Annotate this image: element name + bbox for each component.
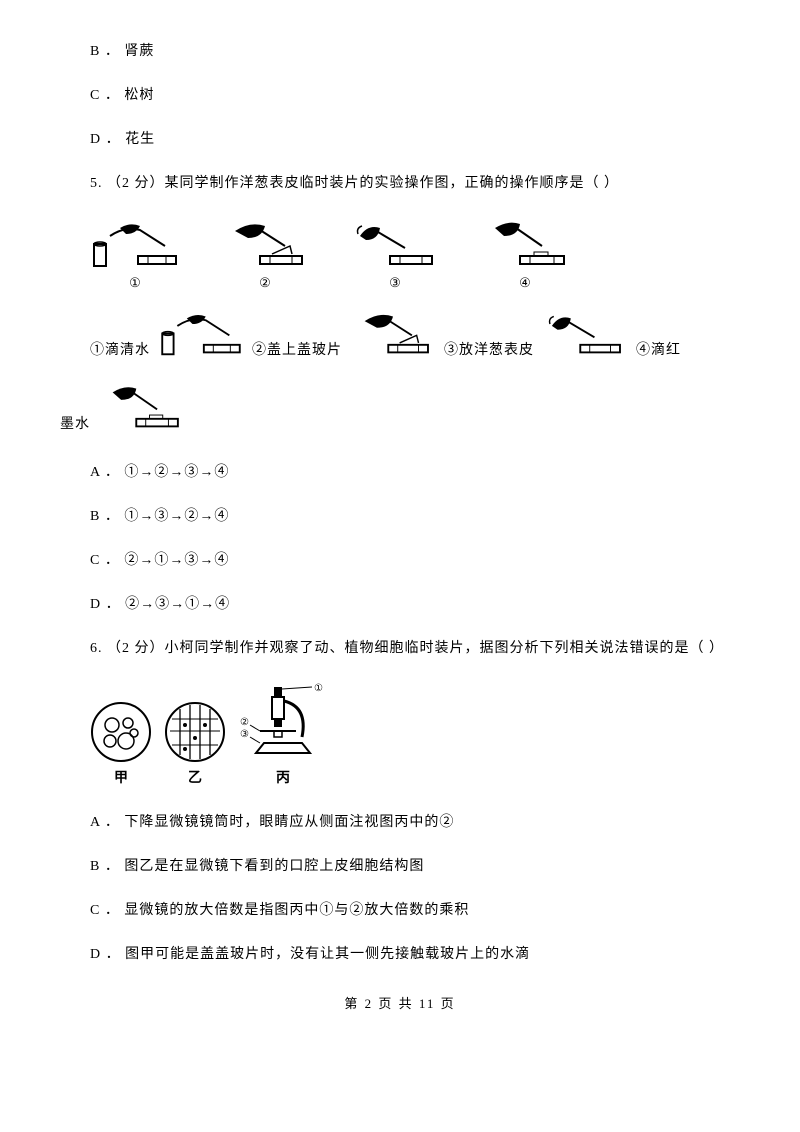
q6-fig-bing-label: 丙 (276, 767, 290, 787)
hand-drop-stain-icon (480, 216, 570, 271)
q5-step-1-label: ① (129, 275, 141, 291)
plant-cells-icon (164, 701, 226, 763)
hand-cover-slip-icon (348, 307, 438, 359)
q5-option-d: D ． ②→③→①→④ (90, 593, 740, 613)
svg-text:③: ③ (240, 729, 249, 740)
q5-step-3-label: ③ (389, 275, 401, 291)
q5-label-1: ①滴清水 (90, 339, 150, 359)
q5-step-4-label: ④ (519, 275, 531, 291)
q5-label-5: 墨水 (60, 413, 90, 433)
q5-option-a: A ． ①→②→③→④ (90, 461, 740, 481)
q4-option-c: C ． 松树 (90, 84, 740, 104)
q5-step-2: ② (220, 216, 310, 291)
q6-figures: 甲 乙 ① ② (90, 681, 740, 787)
q6-fig-jia: 甲 (90, 701, 152, 787)
q5-label-4: ④滴红 (636, 339, 681, 359)
q5-step-3: ③ (350, 216, 440, 291)
q5-step-1: ① (90, 216, 180, 291)
hand-place-onion-icon (540, 307, 630, 359)
q6-option-d: D ． 图甲可能是盖盖玻片时，没有让其一侧先接触载玻片上的水滴 (90, 943, 740, 963)
q5-option-b: B ． ①→③→②→④ (90, 505, 740, 525)
microscope-icon: ① ② ③ (238, 681, 328, 763)
q4-option-b: B ． 肾蕨 (90, 40, 740, 60)
q6-fig-jia-label: 甲 (114, 767, 128, 787)
q5-label-2: ②盖上盖玻片 (252, 339, 342, 359)
q5-figure-row-1: ① ② ③ ④ (90, 216, 740, 291)
q5-stem: 5. （2 分）某同学制作洋葱表皮临时装片的实验操作图，正确的操作顺序是（ ） (90, 172, 740, 192)
q5-step-2-label: ② (259, 275, 271, 291)
hand-place-onion-icon (350, 216, 440, 271)
hand-drop-stain-icon (96, 381, 186, 433)
svg-text:②: ② (240, 717, 249, 728)
q6-fig-bing: ① ② ③ 丙 (238, 681, 328, 787)
q5-figure-row-3: 墨水 (60, 381, 740, 433)
q6-option-c: C ． 显微镜的放大倍数是指图丙中①与②放大倍数的乘积 (90, 899, 740, 919)
q6-stem: 6. （2 分）小柯同学制作并观察了动、植物细胞临时装片，据图分析下列相关说法错… (90, 637, 740, 657)
q5-figure-row-2: ①滴清水 ②盖上盖玻片 ③放洋葱表皮 (60, 307, 740, 359)
hand-cover-slip-icon (220, 216, 310, 271)
hand-drop-water-icon (156, 307, 246, 359)
q5-step-4: ④ (480, 216, 570, 291)
svg-text:①: ① (314, 683, 323, 694)
q6-option-b: B ． 图乙是在显微镜下看到的口腔上皮细胞结构图 (90, 855, 740, 875)
q6-fig-yi: 乙 (164, 701, 226, 787)
hand-drop-water-icon (90, 216, 180, 271)
q5-option-c: C ． ②→①→③→④ (90, 549, 740, 569)
q5-label-3: ③放洋葱表皮 (444, 339, 534, 359)
q6-option-a: A ． 下降显微镜镜筒时，眼睛应从侧面注视图丙中的② (90, 811, 740, 831)
q4-option-d: D ． 花生 (90, 128, 740, 148)
page-footer: 第 2 页 共 11 页 (60, 993, 740, 1012)
cells-with-bubbles-icon (90, 701, 152, 763)
q6-fig-yi-label: 乙 (188, 767, 202, 787)
